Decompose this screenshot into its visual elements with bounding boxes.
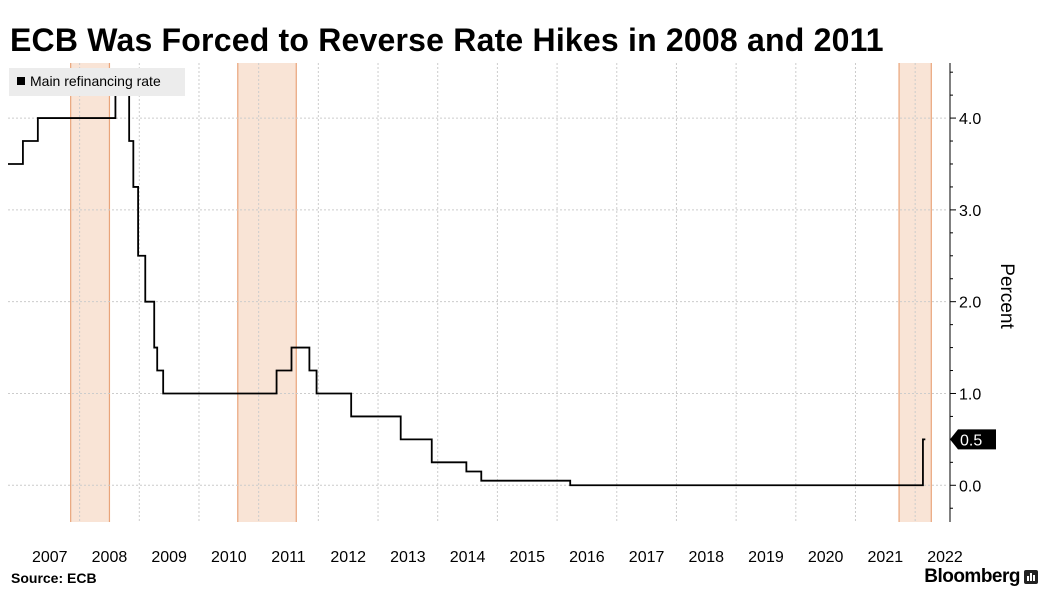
x-tick-label: 2017 (629, 549, 665, 566)
legend-box (9, 68, 185, 96)
x-tick-label: 2011 (271, 549, 306, 566)
y-tick-label: 1.0 (959, 386, 981, 403)
legend-swatch (17, 77, 25, 85)
x-tick-label: 2009 (151, 549, 187, 566)
source-note: Source: ECB (11, 570, 97, 586)
shaded-period (70, 63, 110, 522)
bloomberg-logo: Bloomberg (924, 566, 1020, 587)
chart-title: ECB Was Forced to Reverse Rate Hikes in … (10, 22, 884, 58)
y-axis-label: Percent (996, 263, 1017, 329)
series-line-main-refinancing-rate (8, 94, 926, 487)
x-tick-label: 2008 (92, 549, 128, 566)
bloomberg-bars-icon (1024, 570, 1038, 584)
x-tick-label: 2019 (748, 549, 784, 566)
x-tick-label: 2022 (927, 549, 963, 566)
x-tick-label: 2016 (569, 549, 605, 566)
y-tick-label: 0.0 (959, 478, 981, 495)
x-tick-label: 2018 (688, 549, 724, 566)
legend-label: Main refinancing rate (30, 73, 161, 89)
x-tick-label: 2015 (509, 549, 545, 566)
x-tick-label: 2007 (32, 549, 68, 566)
y-tick-label: 3.0 (959, 203, 981, 220)
last-value-marker (950, 429, 996, 450)
y-tick-label: 2.0 (959, 295, 981, 312)
x-tick-label: 2012 (330, 549, 366, 566)
last-value-label: 0.5 (960, 432, 982, 449)
y-tick-label: 4.0 (959, 111, 981, 128)
x-tick-label: 2014 (450, 549, 486, 566)
x-tick-label: 2013 (390, 549, 426, 566)
shaded-period (237, 63, 297, 522)
x-tick-label: 2021 (868, 549, 904, 566)
x-tick-label: 2010 (211, 549, 247, 566)
x-tick-label: 2020 (808, 549, 844, 566)
